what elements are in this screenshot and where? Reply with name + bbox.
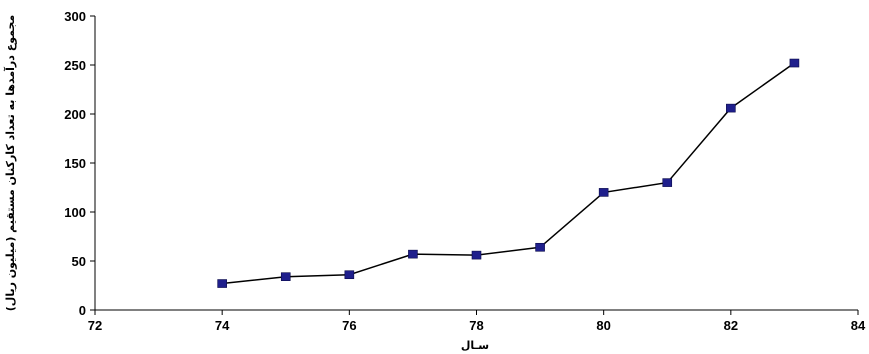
y-tick-label: 100 (64, 205, 86, 220)
data-point-marker (789, 58, 800, 68)
data-point-marker (535, 242, 545, 252)
data-point-marker (471, 250, 482, 260)
y-tick-label: 0 (79, 303, 86, 318)
x-tick-label: 80 (596, 318, 610, 333)
x-tick-label: 84 (851, 318, 866, 333)
data-point-marker (598, 188, 609, 197)
data-point-marker (344, 270, 355, 280)
y-tick-label: 250 (64, 58, 86, 73)
x-tick-label: 78 (469, 318, 483, 333)
y-tick-label: 300 (64, 9, 86, 24)
data-point-marker (726, 103, 736, 113)
x-tick-label: 76 (342, 318, 356, 333)
data-point-marker (217, 279, 227, 288)
y-tick-label: 200 (64, 107, 86, 122)
x-tick-label: 82 (724, 318, 738, 333)
y-tick-label: 150 (64, 156, 86, 171)
y-axis-title: مجموع درآمدها به تعداد کارکنان مستقیم (م… (3, 15, 17, 311)
x-axis-title: سـال (461, 339, 489, 352)
data-point-marker (662, 178, 673, 187)
series-line (222, 62, 795, 285)
plot-area: 0 50 100 150 200 250 300 72 74 76 78 80 82 84 (64, 9, 866, 333)
data-point-marker (408, 249, 418, 259)
x-tick-label: 74 (215, 318, 230, 333)
y-tick-label: 50 (72, 254, 86, 269)
data-point-marker (280, 272, 291, 281)
x-tick-label: 72 (88, 318, 102, 333)
